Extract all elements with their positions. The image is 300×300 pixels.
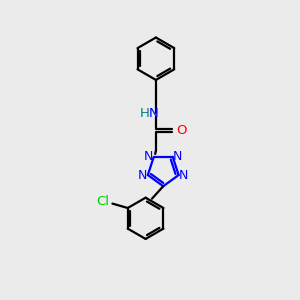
Text: N: N [173, 150, 182, 164]
Text: Cl: Cl [97, 195, 110, 208]
Text: N: N [144, 150, 153, 164]
Text: N: N [138, 169, 148, 182]
Text: N: N [149, 107, 158, 120]
Text: H: H [140, 107, 150, 120]
Text: O: O [176, 124, 186, 137]
Text: N: N [179, 169, 188, 182]
